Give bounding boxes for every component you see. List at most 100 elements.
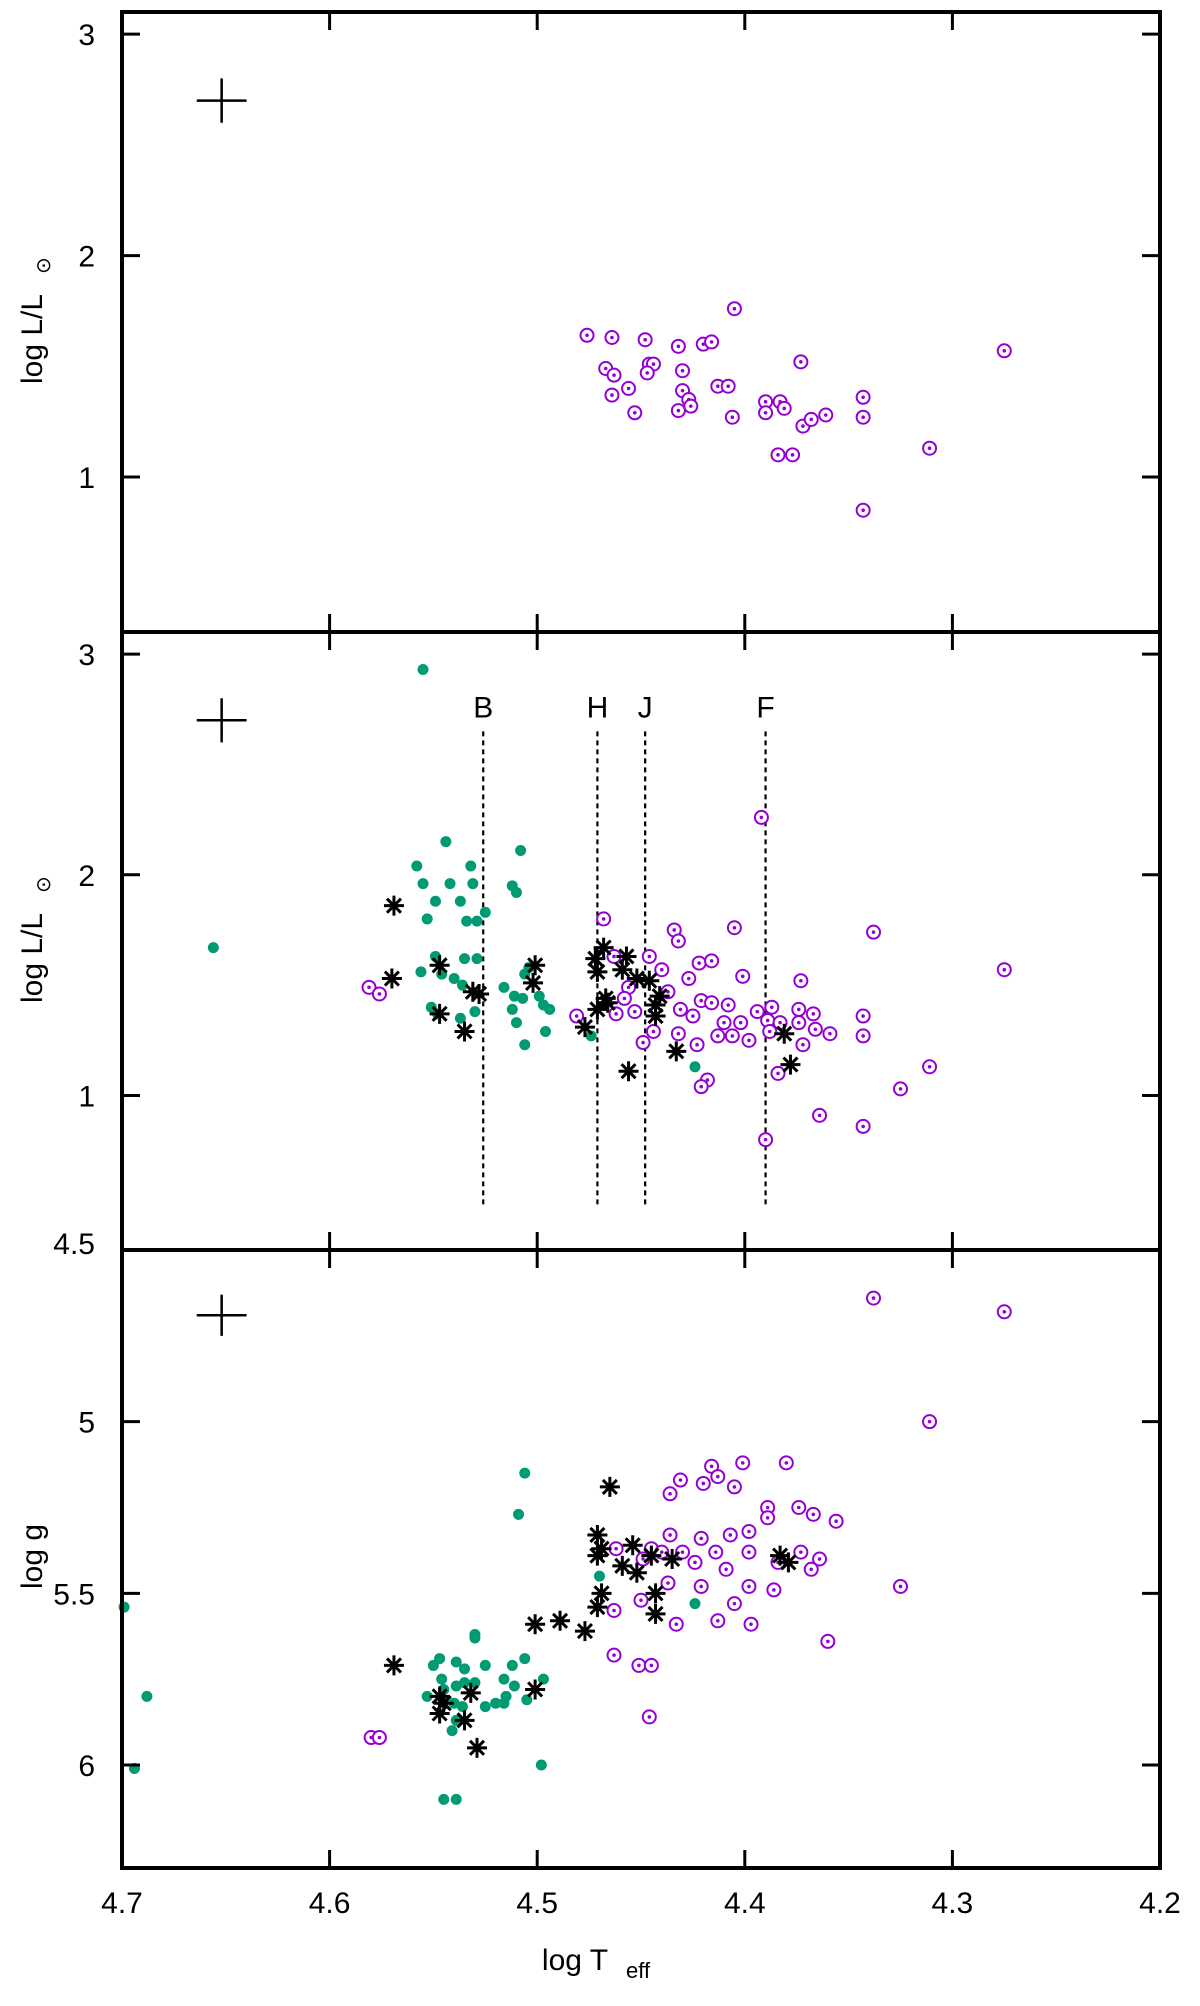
point-teal-filled-dot-2-0-25 [421, 1690, 433, 1702]
point-black-asterisk-2-2-20 [433, 1693, 454, 1714]
point-black-asterisk-1-2-9 [593, 937, 614, 958]
point-teal-filled-dot-2-0-3 [519, 1467, 531, 1479]
point-purple-circled-dot-0-0-9 [621, 380, 637, 396]
point-purple-circled-dot-0-0-18 [670, 403, 686, 419]
y-tick-label: 4.5 [53, 1228, 95, 1261]
point-purple-circled-dot-1-1-7 [866, 924, 882, 940]
point-black-asterisk-1-2-8 [523, 972, 544, 993]
point-purple-circled-dot-2-1-2 [922, 1414, 938, 1430]
point-purple-circled-dot-1-1-29 [716, 1015, 732, 1031]
point-purple-circled-dot-2-1-45 [643, 1657, 659, 1673]
point-black-asterisk-2-2-22 [454, 1710, 475, 1731]
x-tick-label: 4.5 [516, 1887, 558, 1920]
point-purple-circled-dot-2-1-14 [805, 1506, 821, 1522]
point-black-asterisk-1-2-20 [649, 986, 670, 1007]
point-purple-circled-dot-0-0-8 [606, 367, 622, 383]
point-black-asterisk-1-2-13 [597, 992, 618, 1013]
point-purple-circled-dot-1-1-15 [793, 973, 809, 989]
point-black-asterisk-2-2-7 [612, 1555, 633, 1576]
panel-middle-ticks: 1 2 3 [78, 632, 1160, 1250]
panel-middle-frame [120, 630, 1162, 1252]
point-purple-circled-dot-1-1-46 [795, 1037, 811, 1053]
point-black-asterisk-2-2-4 [622, 1535, 643, 1556]
point-teal-filled-dot-1-0-35 [510, 1017, 522, 1029]
panel-bottom-ylabel-text: log g [16, 1524, 49, 1589]
point-purple-circled-dot-1-1-3 [596, 911, 612, 927]
point-purple-circled-dot-1-1-48 [693, 1079, 709, 1095]
point-black-asterisk-1-2-15 [574, 1017, 595, 1038]
point-black-asterisk-2-2-12 [645, 1603, 666, 1624]
point-purple-circled-dot-2-1-36 [766, 1582, 782, 1598]
panel-top-ylabel-text: log L/L [16, 294, 49, 384]
point-purple-circled-dot-0-0-27 [776, 400, 792, 416]
point-black-asterisk-1-2-4 [462, 981, 483, 1002]
point-teal-filled-dot-1-0-30 [544, 1003, 556, 1015]
x-tick-label: 4.6 [309, 1887, 351, 1920]
y-tick-label: 5.5 [53, 1578, 95, 1611]
point-purple-circled-dot-0-0-2 [637, 332, 653, 348]
x-axis-label: log T [542, 1944, 608, 1977]
point-teal-filled-dot-1-0-15 [461, 915, 473, 927]
point-purple-circled-dot-1-1-26 [627, 1004, 643, 1020]
point-black-asterisk-2-2-19 [460, 1682, 481, 1703]
y-tick-label: 1 [78, 462, 95, 495]
point-purple-circled-dot-2-1-25 [741, 1544, 757, 1560]
point-teal-filled-dot-2-0-33 [438, 1793, 450, 1805]
point-teal-filled-dot-2-0-22 [508, 1680, 520, 1692]
point-teal-filled-dot-1-0-10 [510, 886, 522, 898]
point-purple-circled-dot-2-1-11 [662, 1486, 678, 1502]
point-black-asterisk-1-2-10 [585, 948, 606, 969]
panel-top-ticks: 1 2 3 [78, 12, 1160, 632]
point-teal-filled-dot-1-0-7 [444, 878, 456, 890]
point-purple-circled-dot-0-0-21 [720, 378, 736, 394]
point-purple-circled-dot-0-0-37 [996, 343, 1012, 359]
point-black-asterisk-1-2-26 [780, 1054, 801, 1075]
y-tick-label: 5 [78, 1407, 95, 1440]
point-purple-circled-dot-1-1-21 [749, 1004, 765, 1020]
point-purple-circled-dot-1-1-27 [672, 1001, 688, 1017]
point-teal-filled-dot-1-0-39 [689, 1061, 701, 1073]
point-teal-filled-dot-2-0-21 [498, 1673, 510, 1685]
panel-bottom-ylabel: log g [16, 1524, 49, 1589]
point-teal-filled-dot-1-0-4 [465, 860, 477, 872]
panel-bottom: 4.7 4.6 4.5 4.4 4.3 4.2 4.5 5 5.5 6 log g log T e… [16, 1228, 1181, 1983]
point-teal-filled-dot-1-0-14 [421, 913, 433, 925]
point-black-asterisk-1-2-17 [612, 959, 633, 980]
point-purple-circled-dot-1-1-43 [762, 1023, 778, 1039]
point-purple-circled-dot-1-1-28 [685, 1008, 701, 1024]
point-teal-filled-dot-1-0-37 [540, 1025, 552, 1037]
point-purple-circled-dot-0-0-32 [855, 409, 871, 425]
point-black-asterisk-2-2-23 [466, 1737, 487, 1758]
point-purple-circled-dot-1-1-25 [608, 1006, 624, 1022]
point-black-asterisk-2-2-16 [383, 1655, 404, 1676]
point-purple-circled-dot-1-1-38 [645, 1023, 661, 1039]
y-tick-label: 6 [78, 1750, 95, 1783]
point-black-asterisk-2-2-14 [550, 1610, 571, 1631]
point-black-asterisk-2-2-11 [587, 1597, 608, 1618]
point-purple-circled-dot-1-1-19 [704, 995, 720, 1011]
point-purple-circled-dot-1-1-11 [691, 955, 707, 971]
point-teal-filled-dot-2-0-27 [456, 1701, 468, 1713]
point-purple-circled-dot-1-1-56 [569, 1008, 585, 1024]
vertical-line-label-h: H [587, 691, 609, 724]
point-purple-circled-dot-1-1-49 [770, 1065, 786, 1081]
point-black-asterisk-2-2-10 [591, 1583, 612, 1604]
point-purple-circled-dot-1-1-14 [735, 968, 751, 984]
point-teal-filled-dot-2-0-13 [479, 1659, 491, 1671]
point-purple-circled-dot-2-1-29 [718, 1561, 734, 1577]
point-teal-filled-dot-2-0-12 [459, 1663, 471, 1675]
point-purple-circled-dot-2-1-16 [760, 1510, 776, 1526]
point-purple-circled-dot-0-0-14 [639, 365, 655, 381]
point-black-asterisk-1-2-14 [587, 999, 608, 1020]
point-black-asterisk-1-2-0 [383, 895, 404, 916]
point-black-asterisk-1-2-12 [595, 988, 616, 1009]
point-purple-circled-dot-1-1-45 [689, 1037, 705, 1053]
point-purple-circled-dot-0-0-19 [683, 398, 699, 414]
point-purple-circled-dot-1-1-9 [641, 948, 657, 964]
point-purple-circled-dot-1-1-35 [822, 1026, 838, 1042]
point-purple-circled-dot-0-0-30 [818, 407, 834, 423]
panel-middle-ylabel-text: log L/L [16, 913, 49, 1003]
panel-middle-ylabel: log L/L ⊙ [16, 876, 55, 1003]
point-purple-circled-dot-1-1-10 [654, 962, 670, 978]
